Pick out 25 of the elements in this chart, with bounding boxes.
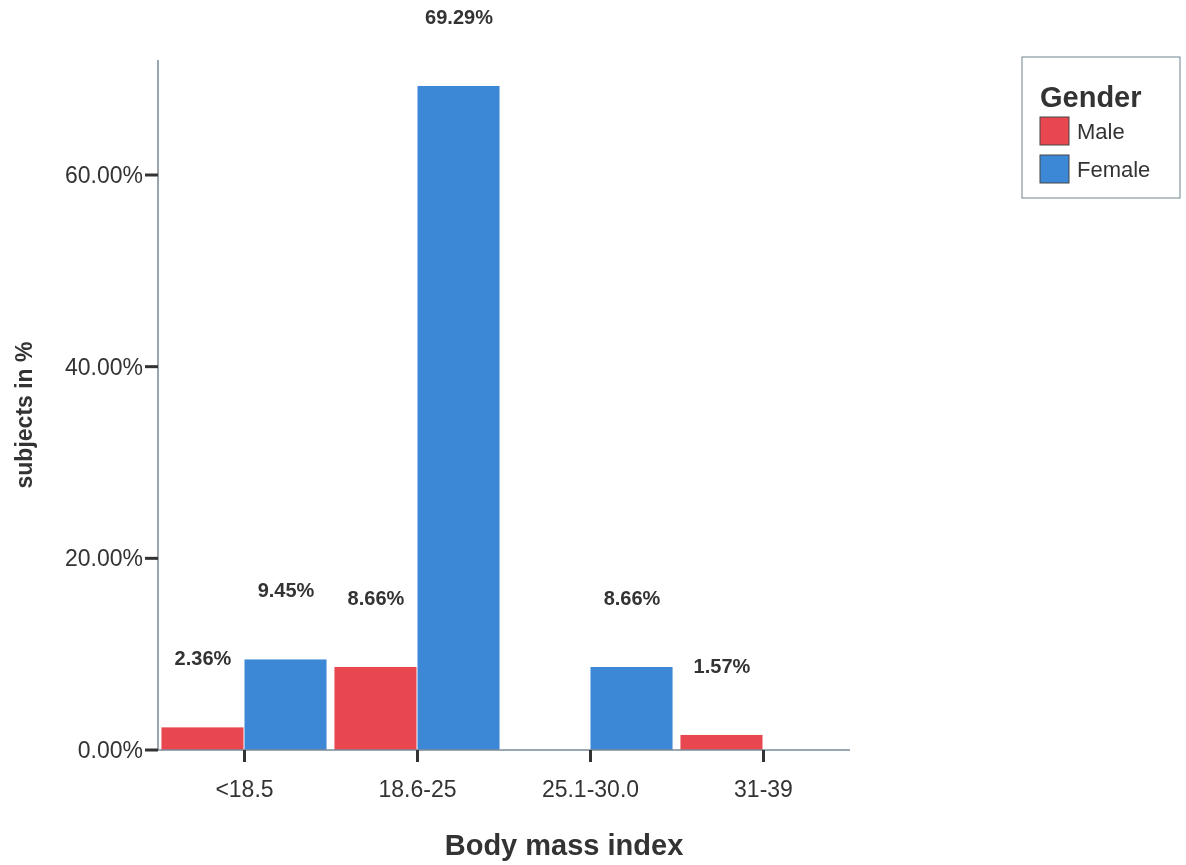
data-label: 69.29% — [425, 5, 494, 28]
data-label: 2.36% — [174, 647, 232, 670]
data-label: 8.66% — [347, 587, 405, 610]
x-axis-title: Body mass index — [444, 829, 684, 861]
y-tick-label: 0.00% — [77, 737, 143, 764]
x-tick-label: <18.5 — [215, 776, 274, 802]
y-tick-label: 40.00% — [64, 353, 143, 380]
x-tick-label: 25.1-30.0 — [541, 776, 640, 802]
x-tick-label: 31-39 — [734, 776, 793, 802]
legend-label: Male — [1077, 118, 1125, 144]
x-tick-label: 18.6-25 — [378, 776, 457, 802]
bar — [680, 734, 763, 750]
y-tick-label: 60.00% — [64, 162, 143, 189]
bar — [334, 667, 417, 750]
bar — [417, 85, 500, 750]
data-label: 8.66% — [603, 587, 661, 610]
y-tick-label: 20.00% — [64, 545, 143, 572]
data-label: 9.45% — [257, 579, 315, 602]
y-axis-title: subjects in % — [11, 341, 37, 489]
legend-label: Female — [1077, 156, 1151, 182]
legend-title: Gender — [1040, 81, 1142, 113]
bar — [161, 727, 244, 750]
bar — [590, 667, 673, 750]
bar — [244, 659, 327, 750]
data-label: 1.57% — [693, 654, 751, 677]
